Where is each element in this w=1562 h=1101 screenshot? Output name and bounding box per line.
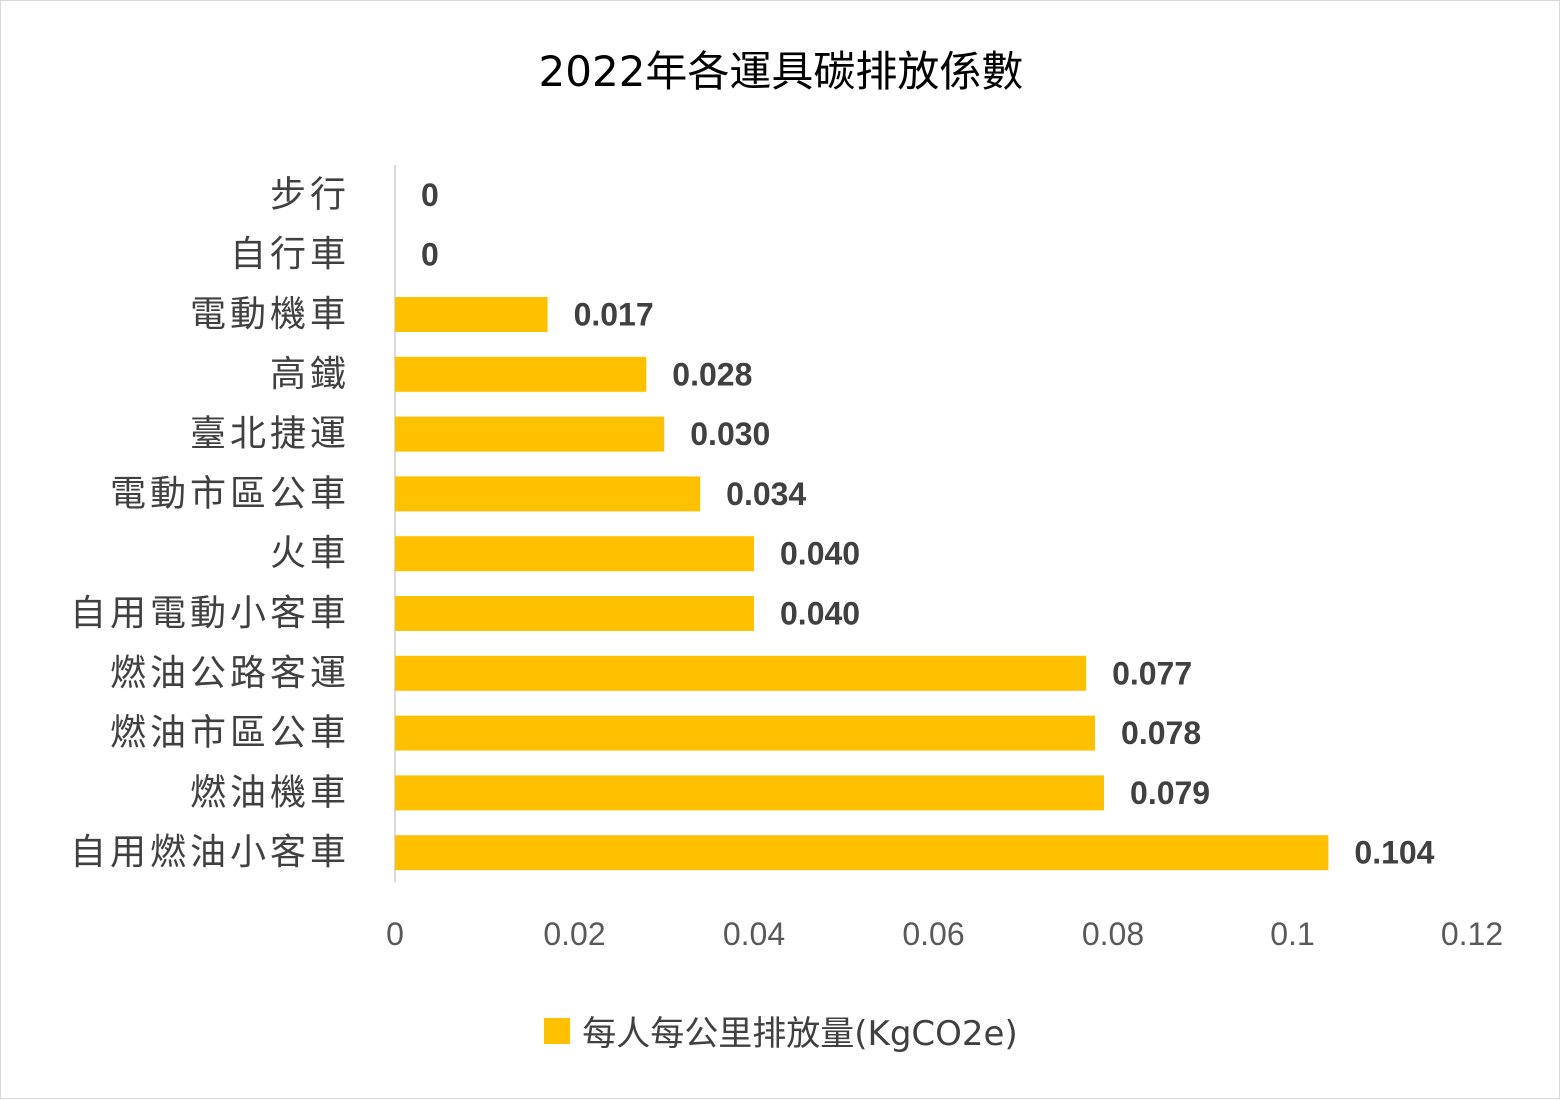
category-label: 自用燃油小客車	[70, 832, 350, 873]
data-label: 0.017	[574, 297, 654, 333]
bar	[395, 596, 754, 631]
category-label: 自行車	[230, 234, 350, 275]
legend-swatch	[544, 1017, 571, 1044]
bar	[395, 297, 548, 332]
data-label: 0.030	[690, 416, 770, 452]
category-label: 火車	[270, 533, 350, 574]
data-label: 0.078	[1121, 715, 1201, 751]
bar	[395, 655, 1087, 691]
x-tick-label: 0.1	[1270, 916, 1314, 952]
category-label: 燃油市區公車	[110, 713, 350, 754]
bar	[395, 715, 1096, 751]
category-label: 電動市區公車	[110, 473, 350, 514]
data-label: 0	[421, 237, 439, 273]
chart-title: 2022年各運具碳排放係數	[538, 47, 1024, 96]
category-label: 自用電動小客車	[70, 593, 350, 634]
category-label: 高鐵	[270, 354, 350, 395]
x-tick-label: 0	[386, 916, 404, 952]
data-label: 0.079	[1130, 775, 1210, 811]
x-tick-label: 0.04	[723, 916, 785, 952]
data-label: 0.034	[726, 476, 806, 512]
x-tick-label: 0.08	[1082, 916, 1144, 952]
data-label: 0.104	[1354, 835, 1434, 871]
category-label: 電動機車	[190, 294, 350, 335]
data-label: 0.028	[672, 356, 752, 392]
x-tick-label: 0.12	[1441, 916, 1503, 952]
category-label: 臺北捷運	[190, 414, 350, 455]
category-label: 步行	[270, 174, 350, 215]
bar	[395, 476, 701, 512]
bar	[395, 536, 754, 572]
x-tick-label: 0.06	[902, 916, 964, 952]
legend-label: 每人每公里排放量(KgCO2e)	[582, 1014, 1018, 1054]
bar	[395, 835, 1329, 871]
category-label: 燃油機車	[190, 772, 350, 813]
data-label: 0.077	[1112, 655, 1192, 691]
data-label: 0.040	[780, 536, 860, 572]
data-label: 0.040	[780, 596, 860, 632]
x-tick-label: 0.02	[543, 916, 605, 952]
legend: 每人每公里排放量(KgCO2e)	[0, 1006, 1562, 1055]
bar	[395, 416, 665, 452]
bar	[395, 775, 1105, 811]
bar	[395, 356, 647, 392]
category-label: 燃油公路客運	[110, 653, 350, 694]
data-label: 0	[421, 177, 439, 213]
